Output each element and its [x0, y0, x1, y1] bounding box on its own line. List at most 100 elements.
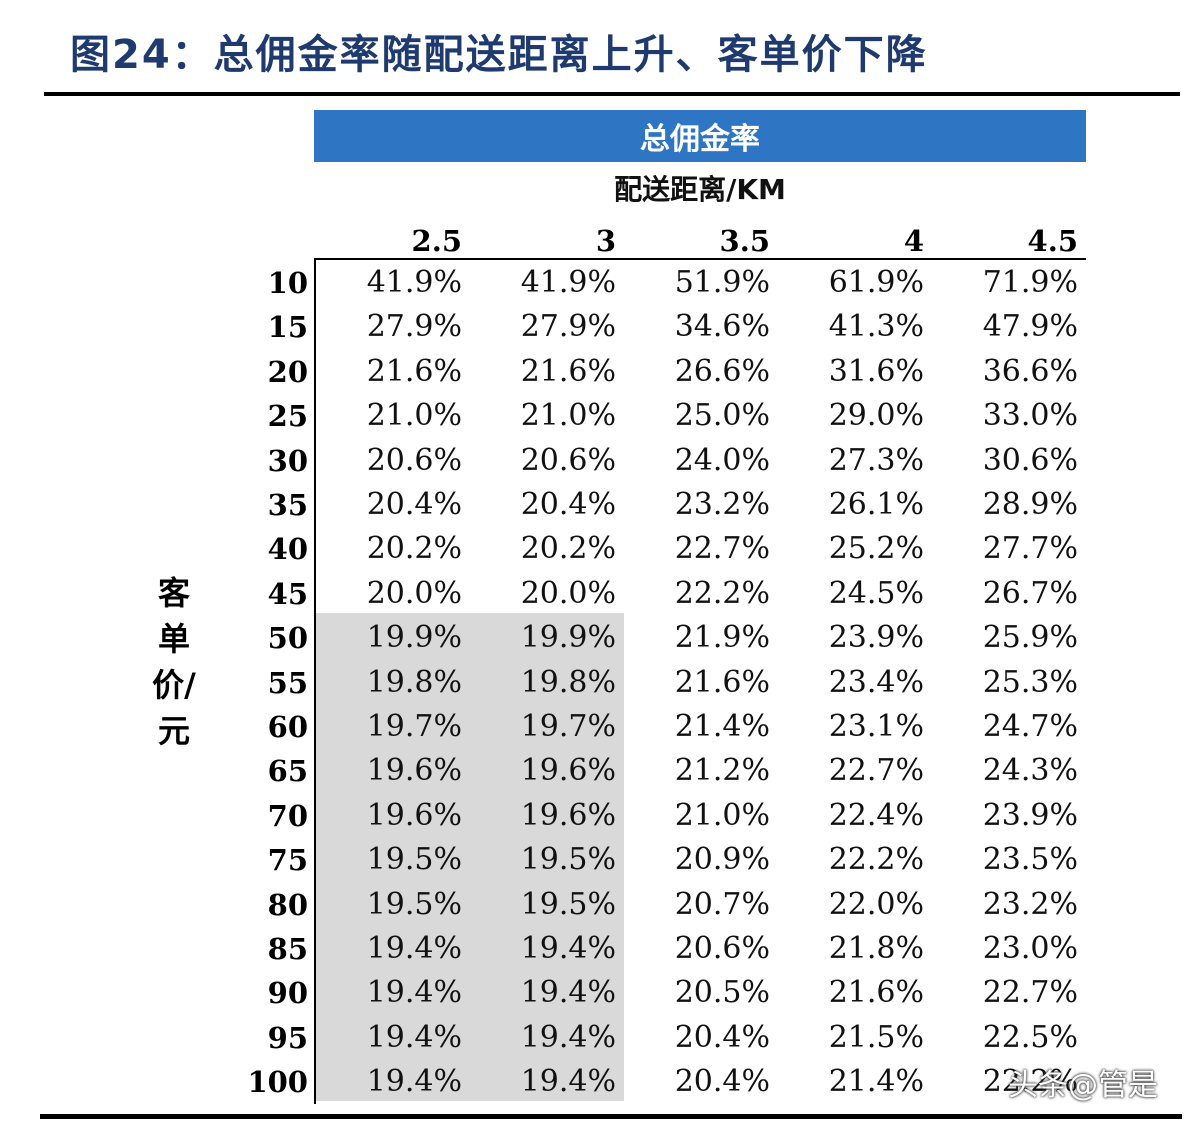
row-header: 10 — [267, 266, 308, 300]
table-cell: 19.7% — [520, 709, 616, 744]
table-cell: 19.8% — [520, 665, 616, 700]
table-cell: 21.6% — [674, 665, 770, 700]
column-header: 2.5 — [411, 224, 462, 258]
table-cell: 27.9% — [366, 309, 462, 344]
table-cell: 23.9% — [982, 798, 1078, 833]
table-cell: 24.7% — [982, 709, 1078, 744]
table-cell: 20.5% — [674, 975, 770, 1010]
table-cell: 22.2% — [828, 842, 924, 877]
table-cell: 29.0% — [828, 398, 924, 433]
table-cell: 24.3% — [982, 753, 1078, 788]
table-cell: 21.6% — [828, 975, 924, 1010]
table-cell: 21.9% — [674, 620, 770, 655]
row-header: 55 — [267, 666, 308, 700]
table-cell: 25.2% — [828, 531, 924, 566]
row-header: 65 — [267, 754, 308, 788]
table-cell: 19.5% — [366, 842, 462, 877]
row-header: 45 — [267, 577, 308, 611]
table-cell: 19.4% — [520, 975, 616, 1010]
table-cell: 23.0% — [982, 931, 1078, 966]
table-cell: 19.8% — [366, 665, 462, 700]
table-cell: 33.0% — [982, 398, 1078, 433]
table-cell: 61.9% — [828, 265, 924, 300]
column-header: 3 — [595, 224, 616, 258]
row-header: 90 — [267, 976, 308, 1010]
column-header: 3.5 — [719, 224, 770, 258]
row-header: 30 — [267, 444, 308, 478]
table-cell: 19.6% — [520, 753, 616, 788]
top-rule — [44, 92, 1180, 96]
row-header: 85 — [267, 932, 308, 966]
table-cell: 19.4% — [520, 1064, 616, 1099]
table-cell: 21.6% — [520, 354, 616, 389]
row-header: 60 — [267, 710, 308, 744]
table-cell: 22.5% — [982, 1020, 1078, 1055]
row-header: 70 — [267, 799, 308, 833]
table-cell: 22.7% — [674, 531, 770, 566]
table-cell: 19.7% — [366, 709, 462, 744]
table-cell: 20.6% — [674, 931, 770, 966]
row-header: 75 — [267, 843, 308, 877]
table-cell: 51.9% — [674, 265, 770, 300]
row-header: 35 — [267, 488, 308, 522]
table-cell: 47.9% — [982, 309, 1078, 344]
table-cell: 20.0% — [520, 576, 616, 611]
table-cell: 41.9% — [520, 265, 616, 300]
table-cell: 23.1% — [828, 709, 924, 744]
table-cell: 20.4% — [674, 1020, 770, 1055]
table-cell: 20.6% — [366, 443, 462, 478]
table-cell: 19.4% — [520, 1020, 616, 1055]
table-cell: 21.4% — [828, 1064, 924, 1099]
table-cell: 36.6% — [982, 354, 1078, 389]
table-cell: 31.6% — [828, 354, 924, 389]
table-cell: 19.9% — [366, 620, 462, 655]
table-cell: 41.3% — [828, 309, 924, 344]
table-cell: 26.1% — [828, 487, 924, 522]
row-header: 20 — [267, 355, 308, 389]
table-cell: 24.0% — [674, 443, 770, 478]
table-cell: 21.8% — [828, 931, 924, 966]
table-cell: 23.9% — [828, 620, 924, 655]
table-cell: 19.4% — [366, 931, 462, 966]
table-cell: 27.7% — [982, 531, 1078, 566]
table-cell: 22.7% — [982, 975, 1078, 1010]
table-cell: 19.5% — [520, 887, 616, 922]
table-cell: 22.0% — [828, 887, 924, 922]
table-cell: 25.3% — [982, 665, 1078, 700]
table-cell: 30.6% — [982, 443, 1078, 478]
table-cell: 19.9% — [520, 620, 616, 655]
header-rule — [314, 258, 1086, 260]
table-cell: 20.4% — [674, 1064, 770, 1099]
table-cell: 20.9% — [674, 842, 770, 877]
table-cell: 19.5% — [366, 887, 462, 922]
table-cell: 21.0% — [520, 398, 616, 433]
table-cell: 19.4% — [366, 1064, 462, 1099]
figure-title: 图24：总佣金率随配送距离上升、客单价下降 — [70, 32, 928, 78]
row-header: 80 — [267, 888, 308, 922]
table-cell: 24.5% — [828, 576, 924, 611]
y-axis-title: 客单价/元 — [152, 574, 196, 750]
table-cell: 23.5% — [982, 842, 1078, 877]
table-cell: 28.9% — [982, 487, 1078, 522]
table-cell: 19.6% — [366, 798, 462, 833]
table-cell: 19.4% — [366, 1020, 462, 1055]
highlight-region — [316, 613, 624, 1101]
table-cell: 21.6% — [366, 354, 462, 389]
row-header: 40 — [267, 532, 308, 566]
table-banner: 总佣金率 — [314, 110, 1086, 162]
table-cell: 22.2% — [674, 576, 770, 611]
table-cell: 41.9% — [366, 265, 462, 300]
table-cell: 19.4% — [366, 975, 462, 1010]
table-cell: 25.0% — [674, 398, 770, 433]
table-cell: 22.4% — [828, 798, 924, 833]
table-cell: 23.2% — [982, 887, 1078, 922]
table-cell: 23.4% — [828, 665, 924, 700]
table-cell: 21.0% — [674, 798, 770, 833]
row-header: 95 — [267, 1021, 308, 1055]
table-cell: 20.7% — [674, 887, 770, 922]
table-cell: 71.9% — [982, 265, 1078, 300]
table-cell: 25.9% — [982, 620, 1078, 655]
watermark: 头条@管是 — [1008, 1068, 1158, 1103]
column-header: 4 — [903, 224, 924, 258]
table-cell: 19.4% — [520, 931, 616, 966]
